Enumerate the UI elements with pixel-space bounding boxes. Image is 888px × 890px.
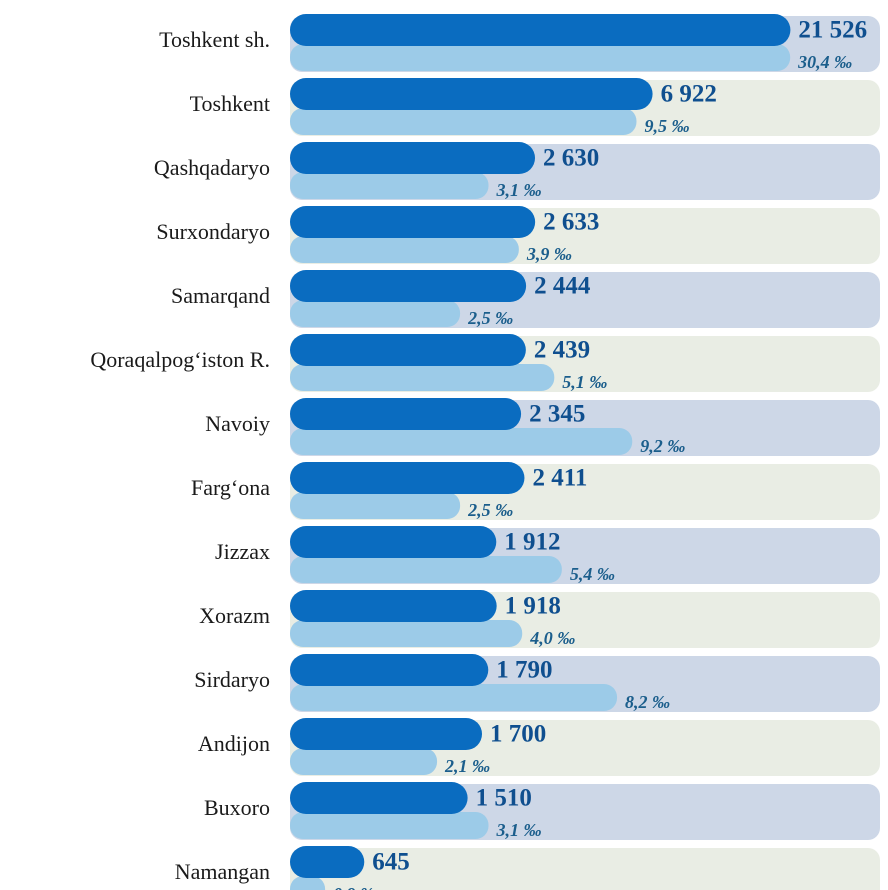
category-label: Samarqand bbox=[171, 283, 270, 308]
category-label: Namangan bbox=[175, 859, 270, 884]
category-label: Toshkent sh. bbox=[159, 27, 270, 52]
bar bbox=[290, 142, 536, 174]
bar bbox=[290, 300, 461, 327]
value-label: 2 630 bbox=[543, 145, 599, 172]
category-label: Qoraqalpog‘iston R. bbox=[90, 347, 270, 372]
value-label: 21 526 bbox=[798, 17, 867, 44]
category-label: Surxondaryo bbox=[156, 219, 270, 244]
bar bbox=[290, 462, 525, 494]
bar bbox=[290, 654, 489, 686]
value-label: 2 444 bbox=[534, 273, 591, 300]
category-label: Navoiy bbox=[205, 411, 270, 436]
value-label: 1 918 bbox=[505, 593, 561, 620]
bar bbox=[290, 428, 633, 455]
bar bbox=[290, 526, 497, 558]
bar bbox=[290, 172, 489, 199]
value-label: 1 912 bbox=[504, 529, 560, 556]
category-label: Jizzax bbox=[215, 539, 270, 564]
value-label: 645 bbox=[372, 849, 410, 876]
value-label: 4,0 ‰ bbox=[529, 628, 575, 648]
row-band bbox=[290, 848, 880, 890]
bar bbox=[290, 620, 523, 647]
value-label: 1 790 bbox=[496, 657, 552, 684]
value-label: 2,5 ‰ bbox=[467, 500, 513, 520]
value-label: 2,1 ‰ bbox=[444, 756, 490, 776]
value-label: 30,4 ‰ bbox=[797, 52, 852, 72]
value-label: 1 700 bbox=[490, 721, 546, 748]
category-label: Farg‘ona bbox=[191, 475, 270, 500]
bar bbox=[290, 846, 365, 878]
value-label: 9,2 ‰ bbox=[640, 436, 685, 456]
bar bbox=[290, 718, 483, 750]
value-label: 3,1 ‰ bbox=[496, 180, 542, 200]
category-label: Sirdaryo bbox=[194, 667, 270, 692]
category-label: Qashqadaryo bbox=[154, 155, 270, 180]
category-label: Buxoro bbox=[204, 795, 270, 820]
value-label: 2,5 ‰ bbox=[467, 308, 513, 328]
bar bbox=[290, 364, 555, 391]
bar bbox=[290, 78, 653, 110]
value-label: 2 439 bbox=[534, 337, 590, 364]
value-label: 9,5 ‰ bbox=[644, 116, 689, 136]
value-label: 8,2 ‰ bbox=[625, 692, 670, 712]
bar bbox=[290, 812, 489, 839]
bar bbox=[290, 782, 468, 814]
value-label: 3,9 ‰ bbox=[526, 244, 572, 264]
value-label: 2 345 bbox=[529, 401, 585, 428]
bar bbox=[290, 876, 326, 890]
bar bbox=[290, 14, 791, 46]
value-label: 1 510 bbox=[476, 785, 532, 812]
value-label: 5,1 ‰ bbox=[562, 372, 607, 392]
value-label: 0,9 ‰ bbox=[333, 884, 378, 890]
value-label: 2 411 bbox=[532, 465, 587, 492]
bar bbox=[290, 334, 526, 366]
bar bbox=[290, 590, 497, 622]
bar bbox=[290, 684, 618, 711]
bar bbox=[290, 108, 637, 135]
value-label: 3,1 ‰ bbox=[496, 820, 542, 840]
bar bbox=[290, 748, 438, 775]
bar bbox=[290, 206, 536, 238]
bar bbox=[290, 398, 522, 430]
bar bbox=[290, 270, 527, 302]
category-label: Toshkent bbox=[190, 91, 270, 116]
value-label: 2 633 bbox=[543, 209, 599, 236]
category-label: Andijon bbox=[198, 731, 270, 756]
bar bbox=[290, 556, 562, 583]
value-label: 5,4 ‰ bbox=[570, 564, 615, 584]
bar bbox=[290, 492, 461, 519]
bar bbox=[290, 44, 791, 71]
bar bbox=[290, 236, 519, 263]
value-label: 6 922 bbox=[661, 81, 717, 108]
category-label: Xorazm bbox=[199, 603, 270, 628]
